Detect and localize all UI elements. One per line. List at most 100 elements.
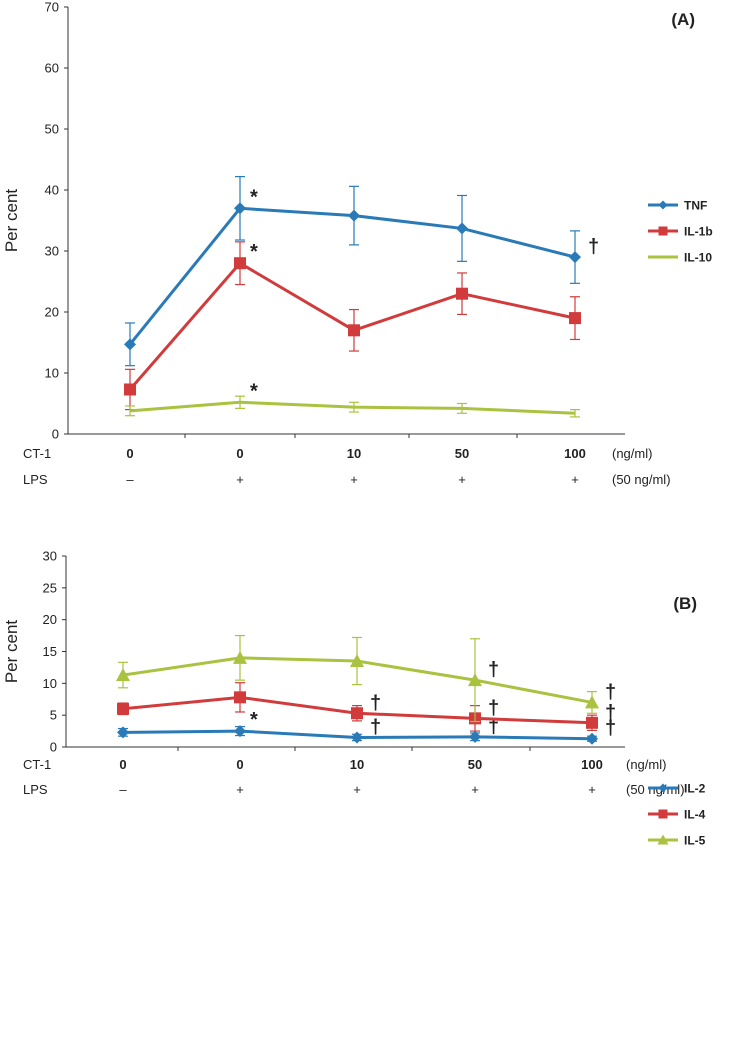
legend-marker <box>657 834 669 845</box>
y-tick-label: 0 <box>50 740 57 755</box>
legend-marker <box>658 226 668 236</box>
series-il-10: * IL-10 <box>125 251 712 418</box>
lps-sign-label: + <box>471 782 479 797</box>
data-point <box>348 209 360 222</box>
lps-sign-label: + <box>350 472 358 487</box>
data-point <box>234 691 246 704</box>
lps-unit-label: (50 ng/ml) <box>612 472 671 487</box>
data-point <box>117 702 129 715</box>
legend-label: TNF <box>684 199 707 213</box>
data-point <box>234 257 246 270</box>
ct1-dose-label: 10 <box>347 446 361 461</box>
legend-label: IL-5 <box>684 834 706 848</box>
lps-sign-label: + <box>571 472 579 487</box>
ct1-unit-label: (ng/ml) <box>626 757 666 772</box>
series-il-5: ††IL-5 <box>116 634 706 848</box>
series-il-1b: * IL-1b <box>124 225 713 411</box>
significance-dagger: † <box>488 716 499 738</box>
y-tick-label: 30 <box>45 244 59 259</box>
y-tick-label: 20 <box>43 612 57 627</box>
data-point <box>116 668 130 682</box>
y-tick-label: 25 <box>43 580 57 595</box>
ct1-row-label: CT-1 <box>23 757 51 772</box>
data-point <box>456 287 468 300</box>
data-point <box>351 731 363 744</box>
panel-label: (B) <box>673 594 697 613</box>
significance-asterisk: * <box>250 241 258 263</box>
ct1-dose-label: 0 <box>236 446 243 461</box>
ct1-dose-label: 50 <box>468 757 482 772</box>
y-tick-label: 0 <box>52 427 59 442</box>
data-point <box>586 716 598 729</box>
data-point <box>351 707 363 720</box>
significance-dagger: † <box>605 718 616 740</box>
y-tick-label: 20 <box>45 305 59 320</box>
legend-label: IL-2 <box>684 782 706 796</box>
data-point <box>234 725 246 738</box>
ct1-dose-label: 100 <box>581 757 603 772</box>
lps-sign-label: + <box>236 782 244 797</box>
y-tick-label: 5 <box>50 708 57 723</box>
data-point <box>350 654 364 668</box>
lps-sign-label: + <box>588 782 596 797</box>
data-point <box>456 222 468 235</box>
y-tick-label: 50 <box>45 122 59 137</box>
panel-a-chart: 0 10 20 30 40 50 60 70 Per cent (A) CT-1 LPS (ng/ml)… <box>2 0 713 487</box>
ct1-dose-label: 0 <box>126 446 133 461</box>
y-tick-label: 30 <box>43 549 57 564</box>
panel-label: (A) <box>671 10 695 29</box>
significance-asterisk: * <box>250 186 258 208</box>
ct1-dose-label: 0 <box>119 757 126 772</box>
data-point <box>469 730 481 743</box>
y-tick-label: 40 <box>45 183 59 198</box>
ct1-dose-label: 100 <box>564 446 586 461</box>
legend-marker <box>658 809 668 819</box>
data-point <box>124 338 136 351</box>
y-tick-label: 15 <box>43 644 57 659</box>
data-point <box>468 673 482 687</box>
lps-sign-label: – <box>126 472 134 487</box>
y-tick-label: 10 <box>45 366 59 381</box>
significance-dagger: † <box>370 716 381 738</box>
y-axis-label: Per cent <box>2 620 21 684</box>
y-tick-label: 70 <box>45 0 59 15</box>
series-tnf: * † TNF <box>124 175 707 367</box>
legend-label: IL-10 <box>684 251 712 265</box>
data-point <box>124 383 136 396</box>
lps-sign-label: – <box>119 782 127 797</box>
lps-sign-label: + <box>458 472 466 487</box>
data-point <box>233 650 247 664</box>
data-point <box>569 312 581 325</box>
significance-dagger: † <box>488 697 499 719</box>
data-point <box>569 251 581 264</box>
data-point <box>234 202 246 215</box>
legend-label: IL-1b <box>684 225 713 239</box>
series-line <box>128 206 576 346</box>
significance-dagger: † <box>605 702 616 724</box>
significance-dagger: † <box>370 692 381 714</box>
lps-sign-label: + <box>236 472 244 487</box>
significance-asterisk: * <box>250 380 258 402</box>
series-il-4: † † †IL-4 <box>117 682 706 822</box>
significance-dagger: † <box>605 681 616 703</box>
lps-sign-label: + <box>353 782 361 797</box>
legend-marker <box>658 783 668 793</box>
data-point <box>348 324 360 337</box>
data-point <box>586 732 598 745</box>
y-axis-label: Per cent <box>2 189 21 253</box>
y-tick-label: 60 <box>45 61 59 76</box>
ct1-dose-label: 10 <box>350 757 364 772</box>
significance-dagger: † <box>488 659 499 681</box>
lps-row-label: LPS <box>23 472 48 487</box>
data-point <box>117 726 129 739</box>
significance-dagger: † <box>588 236 599 258</box>
ct1-dose-label: 0 <box>236 757 243 772</box>
significance-asterisk: * <box>250 709 258 731</box>
series-il-2: * † † † IL-2 <box>117 709 706 796</box>
y-tick-label: 10 <box>43 676 57 691</box>
data-point <box>585 695 599 709</box>
ct1-row-label: CT-1 <box>23 446 51 461</box>
legend-label: IL-4 <box>684 808 706 822</box>
